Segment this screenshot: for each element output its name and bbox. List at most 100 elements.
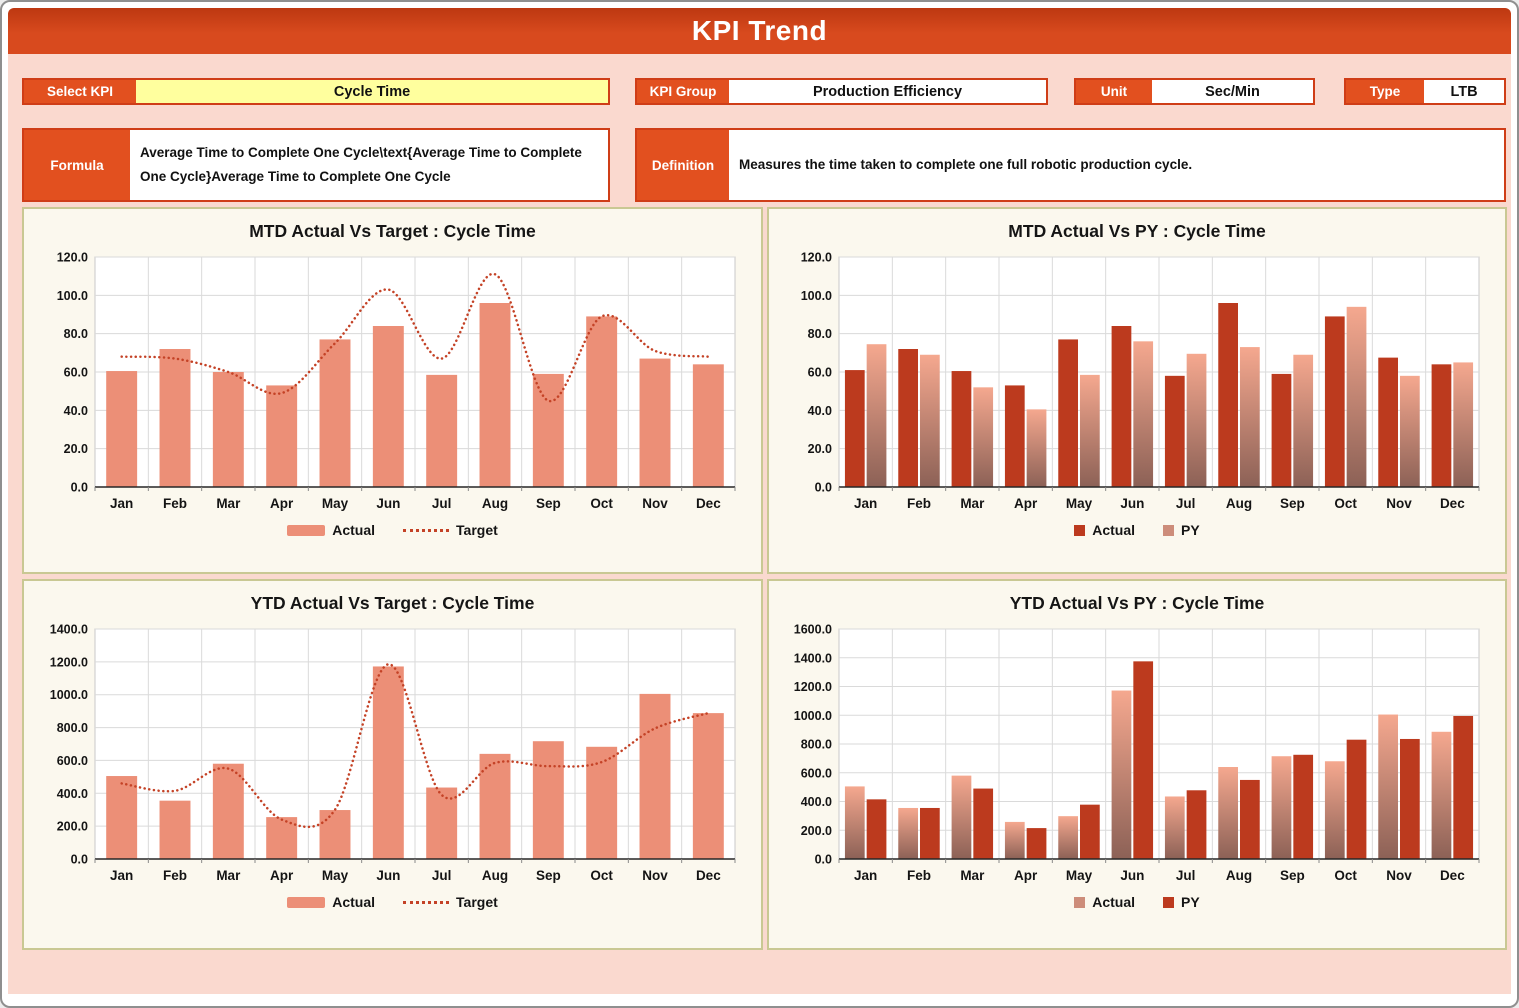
target-line-swatch: [403, 528, 450, 532]
actual-bar-swatch: [1074, 524, 1086, 536]
actual-bars: [844, 303, 1452, 487]
chart-plot: 0.0 20.0 40.0 60.0 80.0 100.0 120.0 Jan Feb Mar Ap…: [56, 251, 735, 511]
chart-title: YTD Actual Vs PY : Cycle Time: [1009, 593, 1265, 613]
x-axis-ticks: [838, 859, 1480, 863]
gridlines: [839, 256, 1479, 487]
svg-text:800.0: 800.0: [801, 738, 832, 752]
svg-text:200.0: 200.0: [56, 820, 87, 834]
legend-label: Actual: [332, 894, 376, 910]
chart-mtd-actual-vs-target: MTD Actual Vs Target : Cycle Time 0.0 20.…: [22, 207, 763, 574]
y-axis-labels: 0.0 20.0 40.0 60.0 80.0 100.0 120.0: [801, 251, 832, 495]
svg-text:Mar: Mar: [216, 868, 241, 883]
svg-text:1200.0: 1200.0: [49, 655, 87, 669]
legend-label: Actual: [1092, 522, 1136, 538]
svg-text:Apr: Apr: [1014, 868, 1038, 883]
py-bar-swatch: [1163, 524, 1175, 536]
svg-text:Apr: Apr: [270, 496, 294, 511]
svg-text:200.0: 200.0: [801, 824, 832, 838]
legend-label: PY: [1181, 894, 1200, 910]
svg-text:Oct: Oct: [1334, 868, 1357, 883]
svg-text:May: May: [321, 868, 348, 883]
legend-py: PY: [1163, 894, 1200, 910]
svg-text:Mar: Mar: [960, 868, 985, 883]
chart-legend: Actual Target: [287, 894, 498, 910]
x-axis-ticks: [94, 487, 735, 491]
legend-label: Actual: [332, 522, 376, 538]
unit-control: Unit Sec/Min: [1074, 78, 1315, 105]
svg-text:600.0: 600.0: [56, 754, 87, 768]
chart-plot: 0.0 200.0 400.0 600.0 800.0 1000.0 1200.0 1400.…: [49, 623, 735, 883]
legend-target: Target: [403, 522, 498, 538]
actual-bar-swatch: [287, 524, 326, 536]
chart-title: YTD Actual Vs Target : Cycle Time: [250, 593, 535, 613]
svg-text:Jul: Jul: [1176, 496, 1196, 511]
legend-target: Target: [403, 894, 498, 910]
svg-text:Dec: Dec: [695, 496, 720, 511]
legend-label: Target: [456, 894, 498, 910]
py-bars: [866, 661, 1474, 859]
chart-legend: Actual Target: [287, 522, 498, 538]
chart-title: MTD Actual Vs PY : Cycle Time: [1008, 221, 1266, 241]
svg-text:Jan: Jan: [854, 868, 877, 883]
actual-bars: [844, 690, 1452, 859]
svg-text:Mar: Mar: [216, 496, 241, 511]
svg-text:0.0: 0.0: [815, 481, 832, 495]
formula-value: Average Time to Complete One Cycle\text{…: [130, 130, 608, 200]
legend-actual: Actual: [287, 894, 375, 910]
legend-label: PY: [1181, 522, 1200, 538]
svg-text:Jan: Jan: [854, 496, 877, 511]
svg-text:1400.0: 1400.0: [49, 623, 87, 637]
svg-text:1400.0: 1400.0: [794, 651, 832, 665]
svg-text:Apr: Apr: [1014, 496, 1038, 511]
svg-text:Feb: Feb: [162, 496, 186, 511]
kpi-group-label: KPI Group: [637, 80, 729, 103]
legend-actual: Actual: [287, 522, 375, 538]
svg-text:0.0: 0.0: [815, 853, 832, 867]
target-line: [119, 663, 710, 829]
svg-text:Sep: Sep: [535, 868, 560, 883]
chart-legend: Actual PY: [1074, 522, 1200, 538]
chart-plot: 0.0 200.0 400.0 600.0 800.0 1000.0 1200.0 1400.…: [794, 623, 1480, 883]
svg-text:Oct: Oct: [590, 868, 613, 883]
gridlines: [94, 256, 735, 487]
unit-value: Sec/Min: [1152, 80, 1313, 103]
actual-bar-swatch: [287, 896, 326, 908]
svg-text:Jan: Jan: [110, 496, 133, 511]
svg-text:Aug: Aug: [1226, 868, 1252, 883]
svg-text:Apr: Apr: [270, 868, 294, 883]
legend-actual: Actual: [1074, 522, 1135, 538]
formula-box: Formula Average Time to Complete One Cyc…: [22, 128, 610, 202]
svg-text:800.0: 800.0: [56, 721, 87, 735]
actual-bars: [105, 303, 724, 487]
svg-text:Aug: Aug: [481, 868, 507, 883]
svg-text:1200.0: 1200.0: [794, 680, 832, 694]
svg-text:Dec: Dec: [1440, 868, 1465, 883]
py-bar-swatch: [1163, 896, 1175, 908]
svg-text:Feb: Feb: [162, 868, 186, 883]
py-bars: [866, 306, 1474, 487]
svg-text:40.0: 40.0: [63, 404, 87, 418]
chart-ytd-actual-vs-py: YTD Actual Vs PY : Cycle Time 0.0 200.0 40…: [767, 579, 1507, 950]
svg-text:120.0: 120.0: [56, 251, 87, 265]
definition-value: Measures the time taken to complete one …: [729, 130, 1504, 200]
definition-box: Definition Measures the time taken to co…: [635, 128, 1506, 202]
svg-text:Nov: Nov: [1386, 496, 1412, 511]
svg-text:Jun: Jun: [376, 868, 400, 883]
svg-text:400.0: 400.0: [56, 787, 87, 801]
type-value: LTB: [1424, 80, 1504, 103]
svg-text:Feb: Feb: [907, 496, 931, 511]
select-kpi-control: Select KPI Cycle Time: [22, 78, 610, 105]
y-axis-labels: 0.0 200.0 400.0 600.0 800.0 1000.0 1200.0 1400.…: [49, 623, 87, 867]
svg-text:Jun: Jun: [1120, 868, 1144, 883]
svg-text:40.0: 40.0: [808, 404, 832, 418]
chart-mtd-actual-vs-py: MTD Actual Vs PY : Cycle Time 0.0 20.0 40.…: [767, 207, 1507, 574]
svg-text:600.0: 600.0: [801, 766, 832, 780]
svg-text:May: May: [321, 496, 348, 511]
actual-bar-swatch: [1074, 896, 1086, 908]
svg-text:Nov: Nov: [642, 868, 668, 883]
select-kpi-dropdown[interactable]: Cycle Time: [136, 80, 608, 103]
svg-text:May: May: [1066, 868, 1093, 883]
svg-text:Aug: Aug: [1226, 496, 1252, 511]
svg-text:Oct: Oct: [590, 496, 613, 511]
